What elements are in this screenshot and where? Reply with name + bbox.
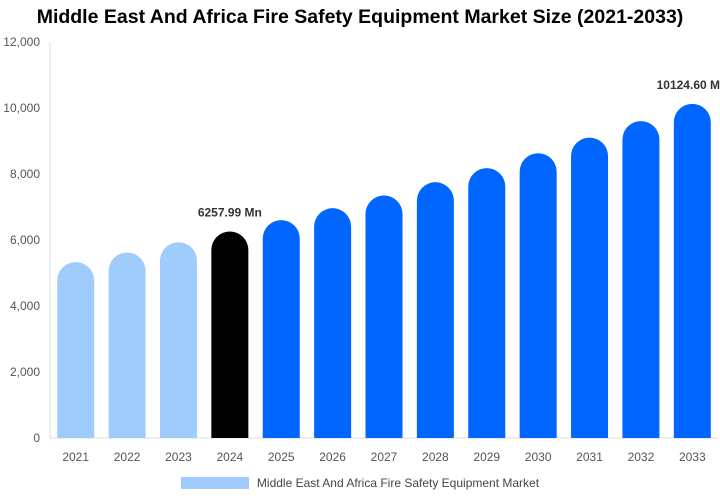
bar-2028 (416, 182, 454, 438)
x-tick-label: 2030 (525, 450, 552, 464)
bar-2031 (571, 137, 609, 438)
y-tick-label: 2,000 (10, 365, 40, 379)
data-label: 6257.99 Mn (198, 205, 262, 219)
bar-2026 (314, 208, 352, 438)
y-tick-label: 4,000 (10, 299, 40, 313)
y-tick-label: 0 (33, 431, 40, 445)
legend-label: Middle East And Africa Fire Safety Equip… (256, 476, 540, 490)
x-tick-label: 2021 (62, 450, 89, 464)
bar-2021 (57, 262, 95, 438)
chart-title: Middle East And Africa Fire Safety Equip… (36, 6, 684, 28)
x-tick-label: 2026 (319, 450, 346, 464)
y-tick-label: 6,000 (10, 233, 40, 247)
bar-2022 (108, 252, 146, 438)
bar-2025 (262, 220, 300, 438)
x-tick-label: 2031 (576, 450, 603, 464)
data-label: 10124.60 M (657, 78, 720, 92)
bar-2027 (365, 195, 403, 438)
x-tick-label: 2024 (216, 450, 243, 464)
x-tick-label: 2033 (679, 450, 706, 464)
bar-2023 (159, 242, 197, 438)
bar-2030 (519, 153, 557, 439)
bar-2024 (211, 231, 249, 438)
x-tick-label: 2022 (114, 450, 141, 464)
x-tick-label: 2027 (371, 450, 398, 464)
y-tick-label: 12,000 (3, 35, 40, 49)
x-tick-label: 2028 (422, 450, 449, 464)
y-tick-label: 10,000 (3, 101, 40, 115)
x-tick-label: 2029 (473, 450, 500, 464)
y-tick-label: 8,000 (10, 167, 40, 181)
bar-2033 (673, 103, 711, 438)
x-tick-label: 2023 (165, 450, 192, 464)
bar-2029 (468, 168, 506, 438)
bar-2032 (622, 121, 660, 439)
x-tick-label: 2025 (268, 450, 295, 464)
legend: Middle East And Africa Fire Safety Equip… (0, 476, 720, 490)
legend-swatch (180, 477, 249, 489)
x-tick-label: 2032 (628, 450, 655, 464)
